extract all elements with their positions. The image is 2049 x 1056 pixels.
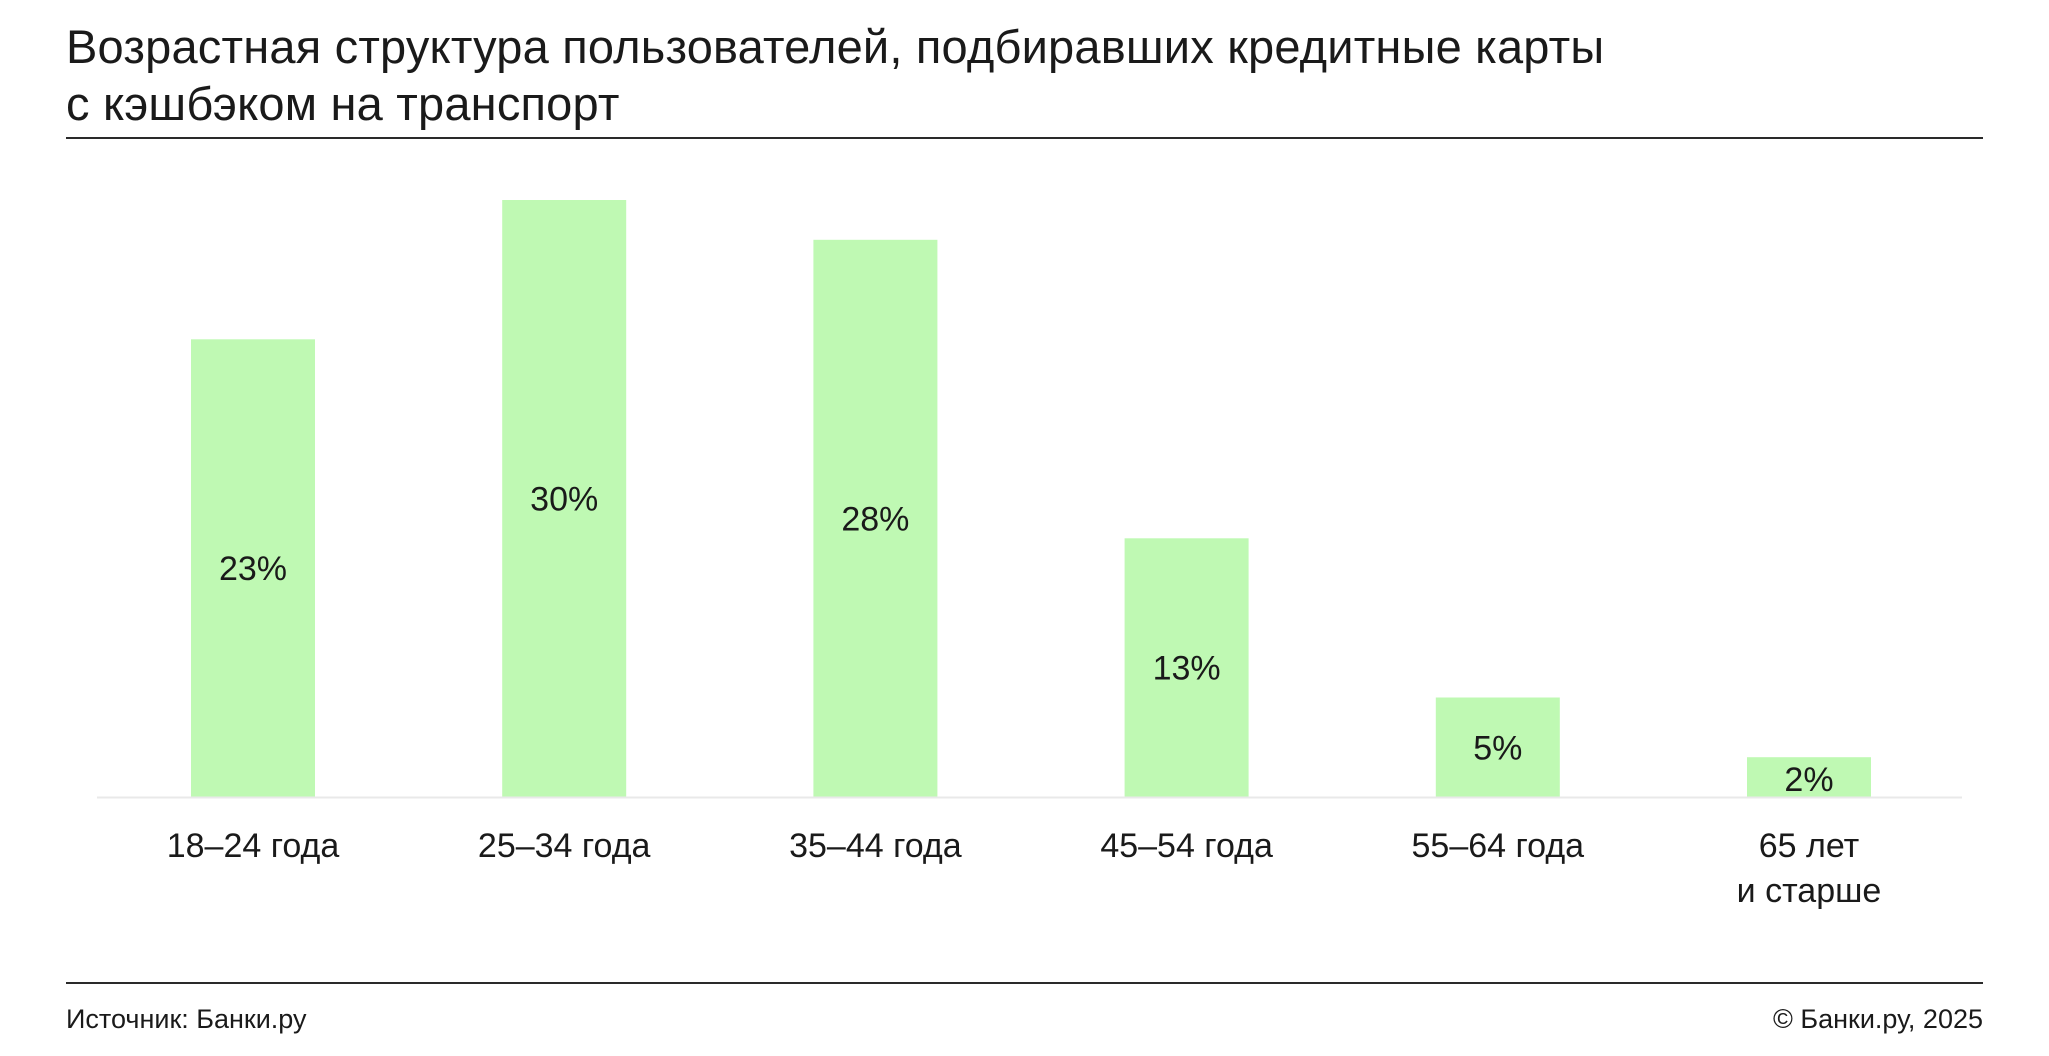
- copyright-note: © Банки.ру, 2025: [1772, 1004, 1983, 1034]
- bottom-divider: [66, 982, 1983, 984]
- chart-title: Возрастная структура пользователей, подб…: [66, 18, 1946, 132]
- value-label: 13%: [1153, 650, 1221, 688]
- category-label: и старше: [1737, 872, 1882, 910]
- category-label: 18–24 года: [167, 827, 340, 865]
- value-labels-group: 23% 30% 28% 13% 5% 2%: [219, 481, 1834, 800]
- bar: [502, 200, 627, 797]
- chart-title-line-2: с кэшбэком на транспорт: [66, 77, 620, 130]
- category-label: 55–64 года: [1412, 827, 1585, 865]
- category-label: 45–54 года: [1100, 827, 1273, 865]
- value-label: 23%: [219, 550, 287, 588]
- category-label: 65 лет: [1759, 827, 1859, 865]
- bar: [1435, 697, 1560, 797]
- bar: [191, 339, 315, 797]
- value-label: 28%: [841, 500, 909, 538]
- value-label: 2%: [1784, 761, 1833, 799]
- category-label: 25–34 года: [478, 827, 651, 865]
- bars-group: [191, 200, 1871, 798]
- bar: [1124, 538, 1249, 797]
- source-note: Источник: Банки.ру: [66, 1004, 307, 1034]
- bar: [813, 239, 938, 798]
- value-label: 5%: [1473, 729, 1522, 767]
- category-labels-group: 18–24 года 25–34 года 35–44 года 45–54 года…: [167, 827, 1882, 910]
- category-label: 35–44 года: [789, 827, 962, 865]
- chart-title-line-1: Возрастная структура пользователей, подб…: [66, 20, 1605, 73]
- bar: [1747, 757, 1871, 797]
- value-label: 30%: [530, 481, 598, 519]
- top-divider: [66, 137, 1983, 139]
